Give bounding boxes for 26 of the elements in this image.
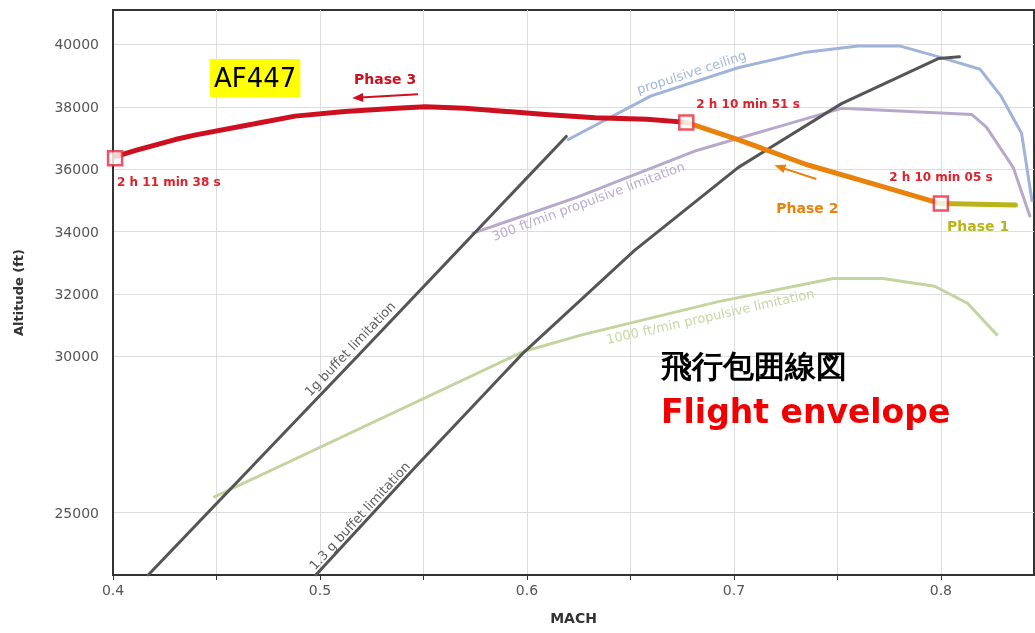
text: 飛行包囲線図 (660, 347, 847, 384)
y-tick-label: 34000 (54, 223, 99, 240)
annotation: 2 h 11 min 38 s (117, 175, 221, 190)
annotation: 2 h 10 min 51 s (696, 97, 800, 112)
y-tick-label: 32000 (54, 286, 99, 303)
series-label: Phase 2 (776, 200, 839, 217)
x-tick-label: 0.8 (929, 582, 952, 598)
y-tick-label: 40000 (54, 36, 99, 53)
x-tick-label: 0.7 (722, 582, 746, 598)
x-tick-label: 0.4 (101, 582, 125, 598)
point (106, 150, 124, 167)
x-axis-title: MACH (550, 610, 597, 626)
point (932, 195, 950, 212)
point (678, 114, 695, 131)
annotation: AF447 (214, 63, 297, 93)
text: Flight envelope (661, 392, 951, 431)
y-tick-label: 30000 (54, 348, 99, 365)
y-tick-label: 36000 (54, 161, 99, 178)
y-tick-label: 38000 (54, 98, 99, 115)
series-label: Phase 3 (354, 71, 417, 88)
y-axis-title: Altitude (ft) (11, 248, 26, 337)
x-tick-label: 0.5 (308, 582, 332, 598)
y-tick-label: 25000 (54, 504, 99, 521)
x-tick-label: 0.6 (515, 582, 539, 598)
annotation: 2 h 10 min 05 s (889, 169, 993, 184)
series-label: Phase 1 (947, 218, 1010, 235)
